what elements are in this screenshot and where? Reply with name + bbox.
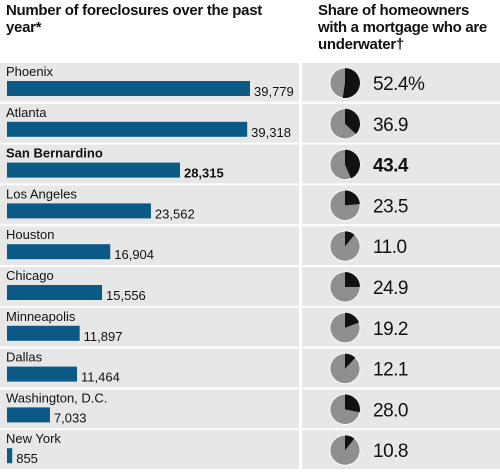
pie-wedge <box>345 108 361 134</box>
value-label: 28.0 <box>373 400 408 421</box>
value-label: 23.5 <box>373 196 408 217</box>
pie-wedge <box>345 231 355 247</box>
category-label: New York <box>6 431 61 446</box>
pie-wedge <box>345 353 356 369</box>
value-label: 52.4% <box>373 74 425 95</box>
value-label: 11,897 <box>84 329 123 344</box>
bar <box>7 325 80 341</box>
category-label: Atlanta <box>6 105 47 120</box>
category-label: Dallas <box>6 350 43 365</box>
pie-wedge <box>345 435 355 451</box>
value-label: 39,318 <box>251 125 291 140</box>
value-label: 19.2 <box>373 319 408 340</box>
pie-wedge <box>345 394 360 413</box>
bar <box>7 203 151 219</box>
value-label: 11,464 <box>81 370 120 385</box>
bar <box>7 285 103 300</box>
pie-wedge <box>345 312 360 328</box>
category-label: Phoenix <box>6 64 53 79</box>
value-label: 12.1 <box>373 360 408 381</box>
value-label: 24.9 <box>373 278 408 299</box>
value-label: 10.8 <box>373 441 408 462</box>
value-label: 7,033 <box>54 410 87 425</box>
category-label: Houston <box>6 227 54 242</box>
category-label: Washington, D.C. <box>6 390 107 405</box>
bar <box>7 81 250 96</box>
bar <box>7 121 248 137</box>
bar-title: Number of foreclosures over the past yea… <box>6 2 262 36</box>
pie-wedge <box>342 67 361 99</box>
pie-title: Share of homeowners with a mortgage who … <box>318 2 487 53</box>
value-label: 23,562 <box>155 206 195 221</box>
value-label: 39,779 <box>254 84 294 99</box>
value-label: 855 <box>16 451 38 466</box>
value-label: 16,904 <box>114 247 154 262</box>
category-label: Los Angeles <box>6 186 77 201</box>
category-label: Chicago <box>6 268 54 283</box>
bar <box>7 244 111 260</box>
bar <box>7 162 180 178</box>
bar <box>7 366 78 382</box>
category-label: San Bernardino <box>6 146 103 161</box>
value-label: 36.9 <box>373 115 408 136</box>
bar <box>7 448 13 464</box>
pie-wedge <box>345 190 360 206</box>
value-label: 15,556 <box>106 288 146 303</box>
pie-wedge <box>345 149 360 179</box>
category-label: Minneapolis <box>6 309 76 324</box>
pie-wedge <box>345 272 360 287</box>
value-label: 11.0 <box>373 237 407 258</box>
value-label: 43.4 <box>373 156 409 177</box>
row-bg <box>0 430 299 469</box>
value-label: 28,315 <box>184 166 224 181</box>
bar <box>7 407 50 423</box>
